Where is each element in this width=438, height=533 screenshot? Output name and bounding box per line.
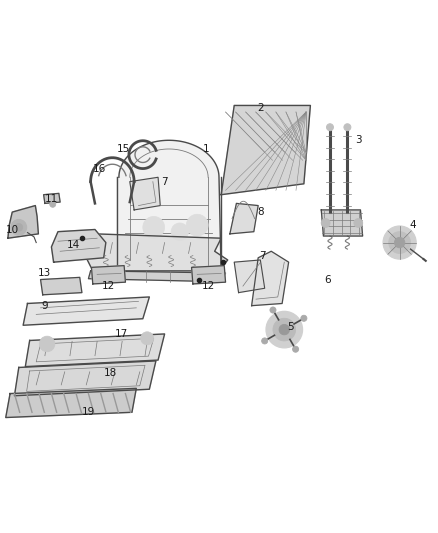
Polygon shape [234, 260, 265, 293]
Text: 18: 18 [103, 368, 117, 378]
Circle shape [383, 226, 416, 259]
Polygon shape [25, 334, 165, 367]
Text: 2: 2 [257, 103, 264, 112]
Text: 7: 7 [259, 251, 266, 261]
Text: 13: 13 [38, 268, 52, 278]
Circle shape [15, 223, 23, 231]
Circle shape [273, 318, 296, 341]
Polygon shape [14, 361, 156, 396]
Circle shape [49, 201, 56, 207]
Polygon shape [44, 193, 60, 204]
Circle shape [326, 124, 333, 131]
Polygon shape [6, 389, 136, 417]
Polygon shape [51, 230, 106, 262]
Polygon shape [41, 277, 82, 295]
Text: 19: 19 [82, 407, 95, 417]
Text: 10: 10 [6, 224, 19, 235]
Circle shape [293, 346, 299, 352]
Text: 14: 14 [67, 240, 80, 250]
Circle shape [39, 336, 55, 352]
Circle shape [394, 237, 405, 248]
Circle shape [389, 232, 410, 254]
Circle shape [171, 223, 188, 240]
Polygon shape [321, 210, 363, 236]
Text: 17: 17 [114, 329, 128, 339]
Polygon shape [84, 234, 228, 271]
Text: 12: 12 [101, 281, 115, 291]
Text: 16: 16 [93, 164, 106, 174]
Circle shape [354, 219, 363, 228]
Polygon shape [130, 177, 160, 210]
Text: 8: 8 [257, 207, 264, 217]
Polygon shape [117, 140, 221, 279]
Polygon shape [23, 297, 149, 325]
Polygon shape [88, 271, 226, 282]
Text: 7: 7 [161, 176, 168, 187]
Circle shape [186, 214, 208, 236]
Polygon shape [230, 204, 258, 234]
Text: 3: 3 [355, 135, 362, 146]
Circle shape [279, 325, 290, 335]
Circle shape [301, 315, 307, 321]
Text: 15: 15 [117, 144, 130, 154]
Text: 1: 1 [203, 144, 209, 154]
Polygon shape [191, 265, 226, 284]
Polygon shape [92, 265, 125, 284]
Circle shape [266, 311, 303, 348]
Circle shape [261, 338, 268, 344]
Circle shape [321, 219, 330, 228]
Circle shape [143, 216, 165, 238]
Circle shape [141, 332, 154, 345]
Circle shape [270, 307, 276, 313]
Text: 12: 12 [201, 281, 215, 291]
Text: 6: 6 [325, 274, 331, 285]
Polygon shape [252, 251, 289, 305]
Polygon shape [8, 206, 39, 238]
Text: 9: 9 [42, 301, 48, 311]
Circle shape [344, 124, 351, 131]
Circle shape [11, 220, 27, 235]
Polygon shape [221, 106, 311, 195]
Text: 5: 5 [287, 322, 294, 333]
Text: 4: 4 [410, 220, 416, 230]
Text: 11: 11 [45, 194, 58, 204]
